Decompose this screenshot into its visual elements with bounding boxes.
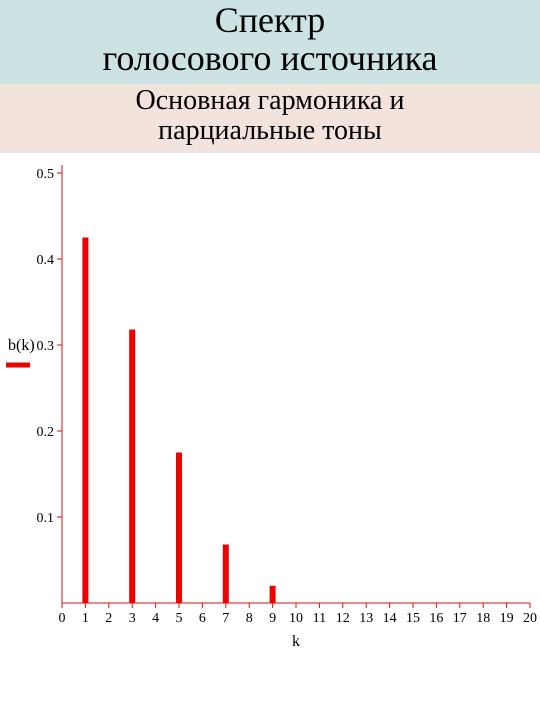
subtitle-line2: парциальные тоны [158, 115, 382, 146]
x-tick-label: 13 [359, 611, 373, 626]
spectrum-chart: 0.10.20.30.40.50123456789101112131415161… [0, 153, 540, 663]
y-tick-label: 0.2 [37, 425, 55, 440]
x-tick-label: 5 [176, 611, 183, 626]
x-tick-label: 15 [406, 611, 420, 626]
page: Спектр голосового источника Основная гар… [0, 0, 540, 720]
bar [270, 586, 276, 603]
page-title: Спектр голосового источника [10, 2, 530, 78]
x-tick-label: 18 [476, 611, 490, 626]
title-line2: голосового источника [103, 38, 438, 78]
x-tick-label: 17 [453, 611, 467, 626]
y-tick-label: 0.3 [37, 339, 55, 354]
bar [82, 238, 88, 604]
x-tick-label: 1 [82, 611, 89, 626]
x-tick-label: 2 [105, 611, 112, 626]
x-tick-label: 0 [59, 611, 66, 626]
x-tick-label: 14 [383, 611, 397, 626]
title-band: Спектр голосового источника [0, 0, 540, 84]
x-tick-label: 11 [313, 611, 326, 626]
x-tick-label: 12 [336, 611, 350, 626]
y-tick-label: 0.5 [37, 167, 55, 182]
bar [223, 545, 229, 603]
x-tick-label: 10 [289, 611, 303, 626]
x-tick-label: 16 [429, 611, 443, 626]
title-line1: Спектр [215, 0, 325, 40]
y-tick-label: 0.1 [37, 511, 55, 526]
x-axis-label: k [292, 633, 300, 650]
x-tick-label: 20 [523, 611, 537, 626]
y-tick-label: 0.4 [37, 253, 55, 268]
x-tick-label: 9 [269, 611, 276, 626]
x-tick-label: 3 [129, 611, 136, 626]
subtitle-band: Основная гармоника и парциальные тоны [0, 84, 540, 154]
page-subtitle: Основная гармоника и парциальные тоны [10, 86, 530, 148]
bar [176, 453, 182, 604]
x-tick-label: 7 [222, 611, 229, 626]
y-axis-label: b(k) [8, 337, 35, 354]
bar [129, 330, 135, 603]
chart-svg: 0.10.20.30.40.50123456789101112131415161… [0, 153, 540, 663]
x-tick-label: 4 [152, 611, 159, 626]
x-tick-label: 8 [246, 611, 253, 626]
x-tick-label: 19 [500, 611, 514, 626]
x-tick-label: 6 [199, 611, 206, 626]
subtitle-line1: Основная гармоника и [136, 85, 405, 116]
